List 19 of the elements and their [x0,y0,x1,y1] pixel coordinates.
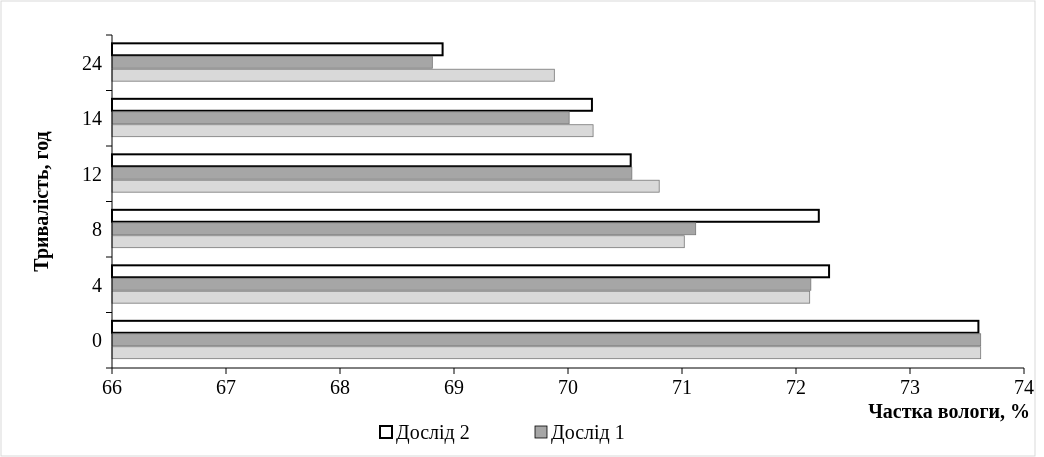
x-tick-label: 71 [672,376,692,398]
y-tick-label: 0 [92,329,102,352]
y-tick-label: 12 [82,162,102,185]
x-tick-label: 74 [1014,376,1034,398]
legend-label: Дослід 2 [396,421,470,444]
y-axis-title: Тривалість, год [30,131,53,272]
y-tick-label: 14 [82,107,102,130]
x-tick-label: 70 [558,376,578,398]
x-tick-label: 68 [330,376,350,398]
y-tick-label: 4 [92,273,102,296]
legend-label: Дослід 1 [551,421,625,444]
x-tick-label: 67 [216,376,236,398]
x-tick-label: 69 [444,376,464,398]
y-tick-label: 8 [92,218,102,241]
x-tick-label: 73 [900,376,920,398]
y-tick-label: 24 [82,51,102,74]
x-axis-title: Частка вологи, % [868,400,1030,422]
x-tick-label: 66 [102,376,122,398]
x-tick-label: 72 [786,376,806,398]
